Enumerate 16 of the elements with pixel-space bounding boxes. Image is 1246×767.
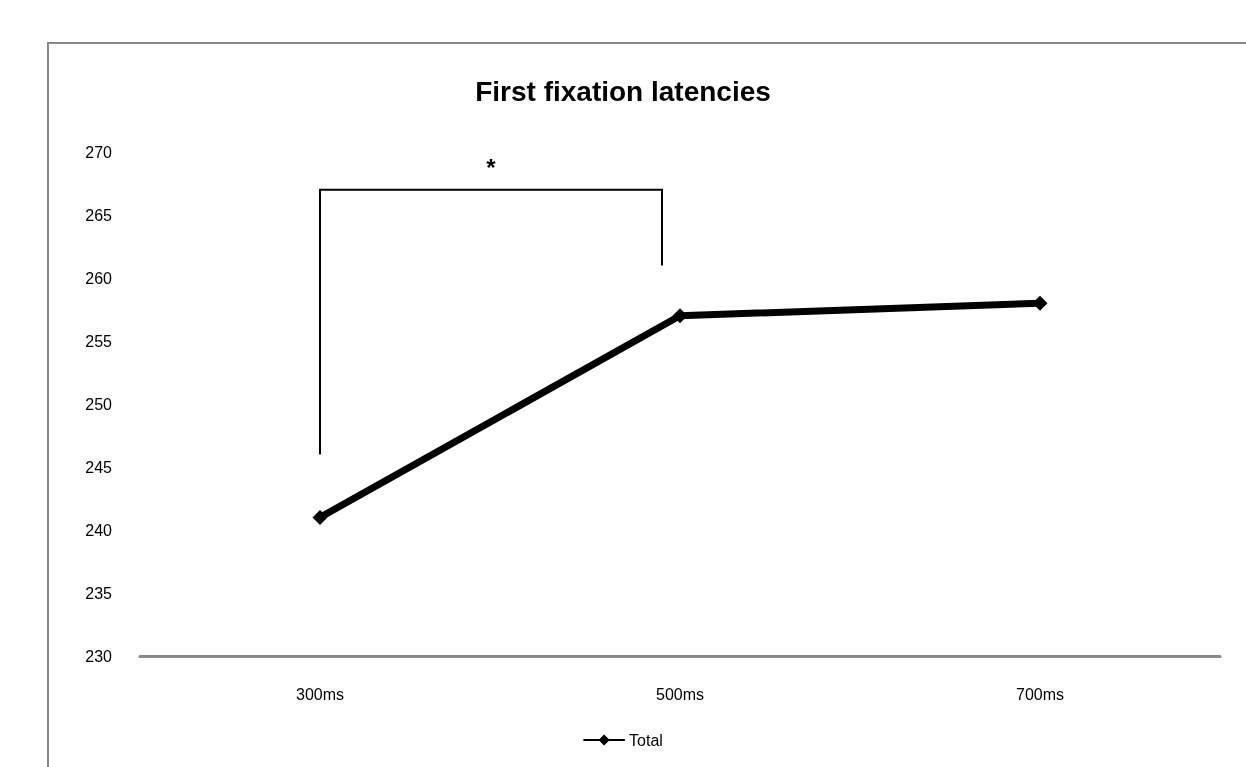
y-tick-label: 265 <box>85 206 113 224</box>
legend-label: Total <box>629 731 663 749</box>
x-tick-label: 700ms <box>1015 685 1065 703</box>
annotation: * <box>486 153 497 181</box>
y-tick-label: 230 <box>85 647 113 665</box>
x-tick-label: 300ms <box>295 685 345 703</box>
y-tick-label: 270 <box>85 143 113 161</box>
y-tick-label: 240 <box>85 521 113 539</box>
y-tick-label: 255 <box>85 332 113 350</box>
y-tick-label: 250 <box>85 395 113 413</box>
y-tick-label: 235 <box>85 584 113 602</box>
chart-title: First fixation latencies <box>475 75 771 107</box>
y-tick-label: 245 <box>85 458 113 476</box>
x-tick-label: 500ms <box>655 685 705 703</box>
y-tick-label: 260 <box>85 269 113 287</box>
point <box>312 509 328 525</box>
